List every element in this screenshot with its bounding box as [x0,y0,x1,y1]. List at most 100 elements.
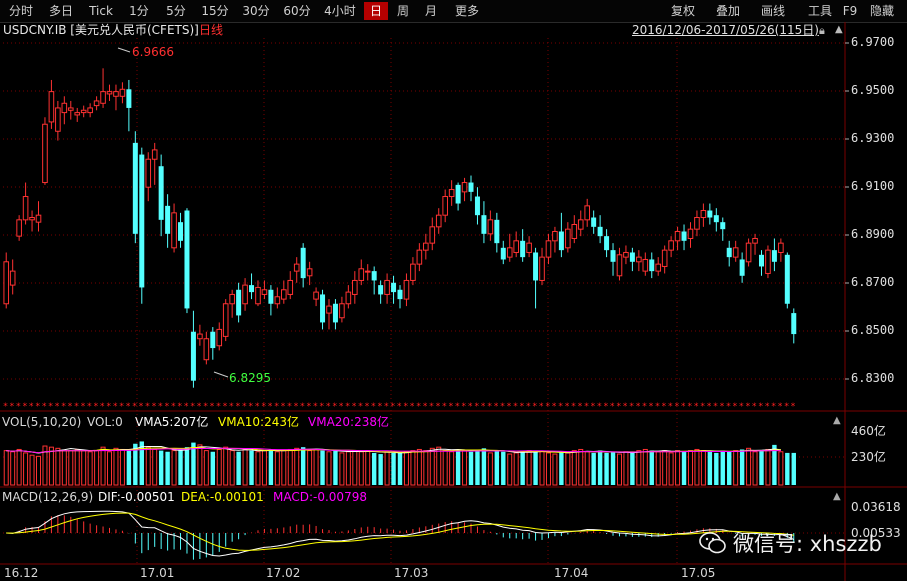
toolbar-item-10[interactable]: 周 [396,4,409,18]
high-annotation: 6.9666 [132,45,174,59]
bottom-star-64: * [416,402,421,412]
bottom-star-120: * [778,402,783,412]
bottom-star-61: * [397,402,402,412]
candle-body-43 [281,289,287,300]
toolbar-item-4[interactable]: 5分 [166,4,186,18]
bottom-star-81: * [526,402,531,412]
date-range-link[interactable]: 2016/12/06-2017/05/26(115日) [632,23,819,37]
vol-bar-70 [455,449,461,485]
vol-bar-57 [371,452,377,485]
candle-body-7 [48,91,55,123]
toolbar-item-5[interactable]: 15分 [201,4,229,18]
vol-bar-9 [61,450,67,486]
vol-bar-16 [107,451,113,486]
vol-bar-111 [720,450,725,485]
vol-bar-20 [133,443,138,485]
bottom-star-12: * [81,402,86,412]
toolbar-item-12[interactable]: 更多 [454,4,479,18]
bottom-star-59: * [384,402,389,412]
low-leader [213,371,229,378]
candle-body-36 [236,289,242,316]
vol-bar-24 [158,450,164,485]
bottom-star-38: * [249,402,254,412]
vol-bar-52 [339,452,345,486]
bottom-star-75: * [487,402,492,412]
bottom-star-31: * [203,402,208,412]
bottom-star-19: * [126,402,131,412]
candle-body-10 [67,107,74,111]
vol-bar-120 [778,451,784,486]
bottom-star-97: * [629,402,634,412]
toolbar-right-item-1[interactable]: 叠加 [715,4,740,18]
candle-body-15 [100,91,106,104]
toolbar-item-9[interactable]: 日 [364,2,388,20]
chevron-up-icon[interactable]: ▲ [835,24,843,35]
candle-body-9 [61,102,68,114]
bottom-star-56: * [365,402,370,412]
toolbar-item-8[interactable]: 4小时 [324,4,356,18]
bottom-star-111: * [720,402,725,412]
toolbar-item-2[interactable]: Tick [89,4,113,18]
toolbar-item-3[interactable]: 1分 [129,4,149,18]
bottom-star-45: * [294,402,299,412]
candle-body-47 [306,268,313,277]
bottom-star-20: * [132,402,137,412]
candle-body-77 [500,247,506,260]
bottom-star-85: * [552,402,557,412]
vol-bar-89 [578,448,584,486]
bottom-star-36: * [236,402,241,412]
vol-bar-75 [487,452,493,486]
dea-value: DEA:-0.00101 [181,490,264,504]
bottom-star-118: * [765,402,770,412]
vol-bar-122 [791,452,796,485]
bottom-star-39: * [255,402,260,412]
bottom-star-37: * [242,402,247,412]
toolbar-item-0[interactable]: 分时 [8,4,33,18]
toolbar-right-item-2[interactable]: 画线 [760,4,785,18]
candle-body-68 [442,196,448,216]
candle-body-78 [506,247,513,258]
toolbar-item-1[interactable]: 多日 [48,4,73,18]
bottom-star-62: * [403,402,408,412]
macd-header: MACD(12,26,9) [2,490,94,504]
toolbar-item-11[interactable]: 月 [424,4,437,18]
bottom-star-2: * [16,402,21,412]
vol-bar-59 [384,451,390,486]
bottom-star-110: * [713,402,718,412]
vol-bar-37 [242,448,248,486]
bottom-star-55: * [358,402,363,412]
dif-line [6,510,795,557]
macd-axis-mid: 0.00533 [851,526,901,540]
vol-bar-88 [571,450,577,486]
vol-bar-56 [365,450,371,486]
bottom-star-4: * [29,402,34,412]
macd-collapse-icon[interactable]: ▲ [833,491,841,502]
vol-bar-74 [481,448,487,485]
candle-body-82 [533,252,539,281]
toolbar-right-item-3[interactable]: 工具 [807,4,832,18]
toolbar-item-7[interactable]: 60分 [283,4,311,18]
bottom-star-25: * [165,402,170,412]
bottom-star-117: * [758,402,763,412]
bottom-star-105: * [681,402,686,412]
bottom-star-82: * [533,402,538,412]
candle-body-33 [216,328,223,347]
toolbar-item-6[interactable]: 30分 [242,4,270,18]
vol-bar-27 [178,449,183,485]
bottom-star-88: * [571,402,576,412]
toolbar-right-item-4[interactable]: F9 [842,4,858,18]
vol-collapse-icon[interactable]: ▲ [833,415,841,426]
candle-body-72 [468,182,474,192]
vol-bar-55 [358,451,364,486]
candle-body-11 [74,112,81,116]
vol-bar-19 [126,450,132,485]
vol-bar-4 [29,454,35,486]
candle-body-21 [139,154,145,288]
toolbar-right-item-5[interactable]: 隐藏 [869,4,894,18]
vol-value: VOL:0 [87,415,123,429]
vol-bar-23 [152,448,158,486]
candle-body-58 [378,285,384,295]
lock-icon[interactable]: 🔒︎ [819,24,825,37]
price-tick-1: 6.9500 [851,83,895,97]
toolbar-right-item-0[interactable]: 复权 [670,4,695,18]
